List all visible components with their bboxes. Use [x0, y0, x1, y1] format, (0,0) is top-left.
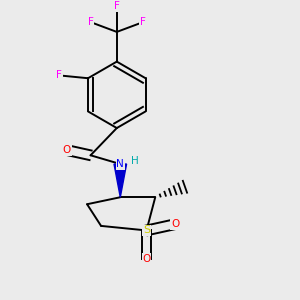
Text: O: O — [63, 145, 71, 155]
Text: O: O — [171, 219, 179, 229]
Text: F: F — [140, 17, 146, 27]
Text: N: N — [116, 159, 124, 169]
Text: O: O — [142, 254, 151, 264]
Text: F: F — [56, 70, 62, 80]
Text: S: S — [143, 225, 150, 236]
Text: F: F — [88, 17, 94, 27]
Text: F: F — [114, 1, 120, 11]
Polygon shape — [114, 164, 127, 197]
Text: H: H — [131, 155, 139, 166]
